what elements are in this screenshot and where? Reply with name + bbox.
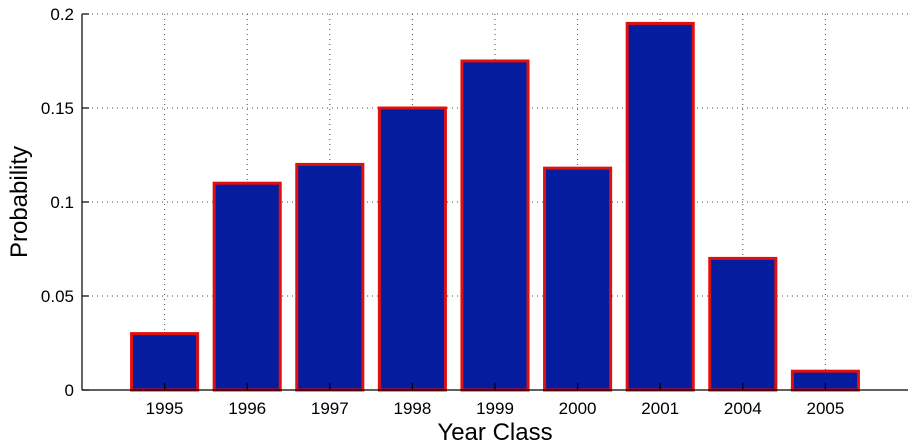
x-tick-label: 1998 [393, 399, 431, 418]
x-tick-label: 1995 [146, 399, 184, 418]
y-tick-label: 0.1 [50, 193, 74, 212]
bar-1995 [130, 332, 200, 392]
y-tick-label: 0.15 [41, 99, 74, 118]
bar-1996 [212, 181, 282, 392]
y-tick-label: 0 [65, 381, 74, 400]
y-tick-label: 0.05 [41, 287, 74, 306]
x-tick-label: 2001 [641, 399, 679, 418]
y-axis-label: Probability [6, 146, 33, 258]
x-tick-label: 2000 [559, 399, 597, 418]
bar-2000 [543, 166, 613, 392]
bar-1999 [460, 59, 530, 392]
x-tick-label: 1996 [228, 399, 266, 418]
bar-2001 [625, 21, 695, 392]
tick-labels: 0 0.05 0.1 0.15 0.2 1995 1996 1997 1998 1999 2000 2… [41, 5, 844, 418]
x-tick-label: 1999 [476, 399, 514, 418]
x-tick-label: 2005 [806, 399, 844, 418]
bars [130, 21, 860, 392]
bar-2004 [708, 256, 778, 392]
x-axis-label: Year Class [437, 419, 552, 446]
y-tick-label: 0.2 [50, 5, 74, 24]
axes [81, 13, 908, 391]
bar-1997 [295, 162, 365, 392]
x-tick-label: 2004 [724, 399, 762, 418]
x-tick-label: 1997 [311, 399, 349, 418]
bar-1998 [377, 106, 447, 392]
